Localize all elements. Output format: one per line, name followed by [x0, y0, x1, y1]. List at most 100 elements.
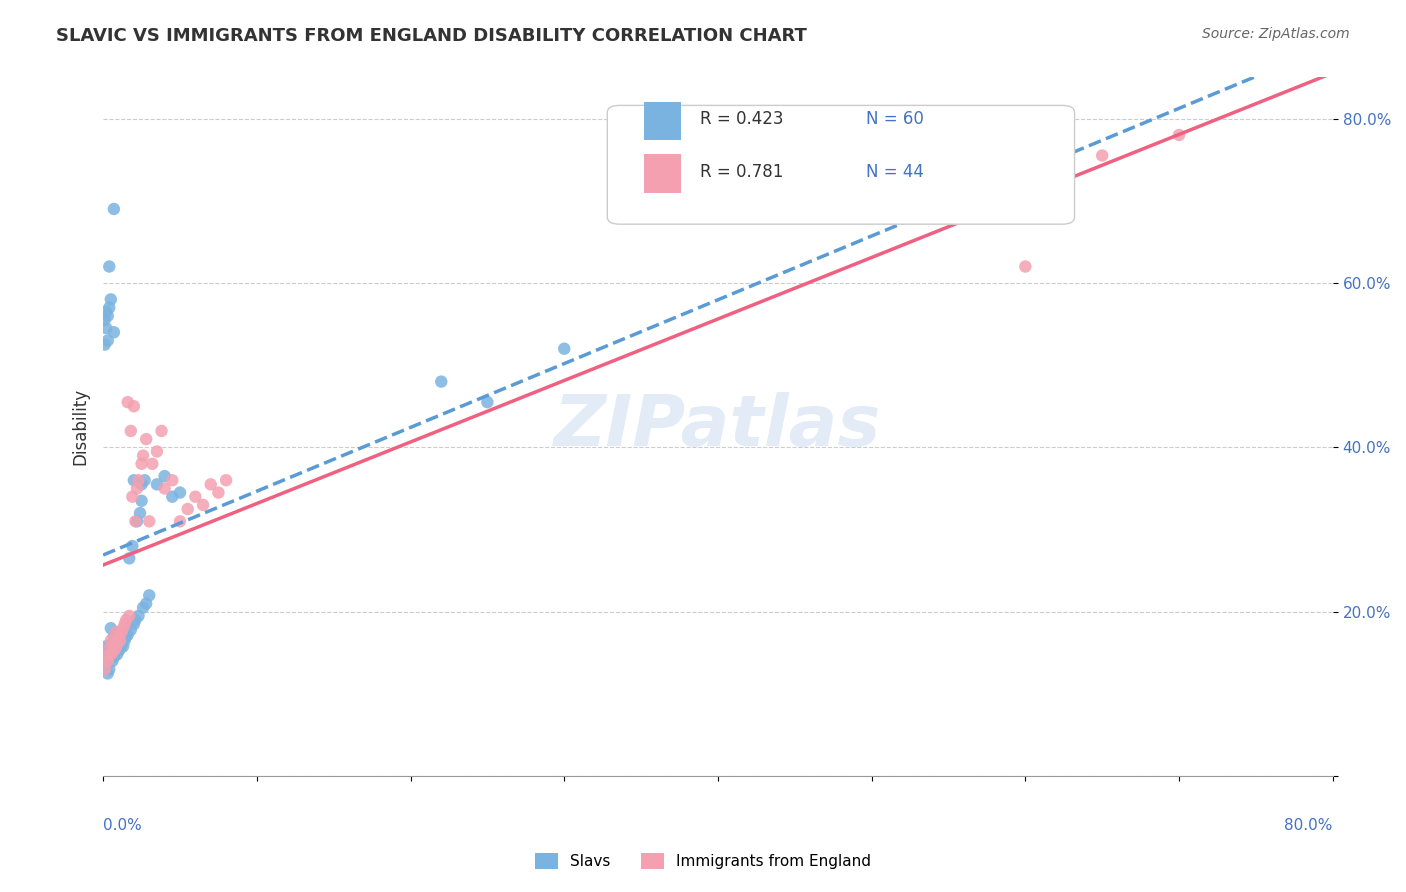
- Point: [103, 202, 125, 216]
- Point: [127, 608, 149, 623]
- Point: [122, 399, 145, 413]
- Point: [125, 514, 148, 528]
- Point: [100, 648, 122, 662]
- Point: [96, 640, 118, 654]
- Point: [118, 551, 141, 566]
- Point: [96, 321, 118, 335]
- Point: [135, 597, 157, 611]
- Point: [124, 514, 146, 528]
- Point: [98, 662, 121, 676]
- Point: [169, 514, 191, 528]
- FancyBboxPatch shape: [644, 154, 681, 193]
- Point: [98, 641, 121, 656]
- Point: [103, 650, 125, 665]
- Point: [104, 636, 127, 650]
- Point: [105, 648, 128, 662]
- Point: [93, 658, 115, 673]
- Point: [105, 625, 128, 640]
- Point: [103, 638, 125, 652]
- Point: [430, 375, 453, 389]
- Text: N = 60: N = 60: [866, 111, 924, 128]
- Point: [215, 473, 238, 487]
- Point: [108, 631, 131, 645]
- Point: [125, 482, 148, 496]
- Point: [98, 641, 121, 656]
- Point: [176, 502, 198, 516]
- Point: [107, 633, 129, 648]
- Text: SLAVIC VS IMMIGRANTS FROM ENGLAND DISABILITY CORRELATION CHART: SLAVIC VS IMMIGRANTS FROM ENGLAND DISABI…: [56, 27, 807, 45]
- Point: [97, 648, 120, 662]
- Point: [98, 260, 121, 274]
- Point: [117, 395, 139, 409]
- Point: [110, 625, 132, 640]
- Point: [114, 633, 136, 648]
- Point: [162, 490, 184, 504]
- Point: [150, 424, 173, 438]
- Point: [100, 633, 122, 648]
- Point: [108, 633, 131, 648]
- Point: [1168, 128, 1191, 142]
- Point: [553, 342, 575, 356]
- Text: R = 0.781: R = 0.781: [700, 162, 783, 181]
- Point: [207, 485, 229, 500]
- Point: [131, 493, 153, 508]
- FancyBboxPatch shape: [607, 105, 1074, 224]
- Point: [115, 613, 138, 627]
- FancyBboxPatch shape: [644, 102, 681, 140]
- Point: [101, 638, 124, 652]
- Point: [110, 638, 132, 652]
- Text: 80.0%: 80.0%: [1285, 818, 1333, 833]
- Point: [96, 650, 118, 665]
- Point: [107, 629, 129, 643]
- Point: [1091, 148, 1114, 162]
- Point: [114, 617, 136, 632]
- Point: [121, 539, 143, 553]
- Point: [97, 654, 120, 668]
- Point: [107, 644, 129, 658]
- Point: [138, 588, 160, 602]
- Point: [93, 313, 115, 327]
- Point: [98, 301, 121, 315]
- Point: [191, 498, 214, 512]
- Point: [100, 621, 122, 635]
- Text: 0.0%: 0.0%: [103, 818, 142, 833]
- Point: [101, 646, 124, 660]
- Point: [122, 617, 145, 632]
- Point: [96, 304, 118, 318]
- Point: [97, 309, 120, 323]
- Point: [101, 654, 124, 668]
- Point: [131, 477, 153, 491]
- Point: [169, 485, 191, 500]
- Point: [117, 628, 139, 642]
- Point: [120, 424, 142, 438]
- Point: [110, 625, 132, 640]
- Point: [105, 638, 128, 652]
- Point: [112, 640, 135, 654]
- Point: [134, 473, 156, 487]
- Point: [100, 638, 122, 652]
- Point: [115, 629, 138, 643]
- Point: [153, 482, 176, 496]
- Point: [121, 490, 143, 504]
- Point: [104, 625, 127, 640]
- Point: [129, 506, 152, 520]
- Point: [104, 641, 127, 656]
- Point: [477, 395, 499, 409]
- Point: [118, 608, 141, 623]
- Point: [103, 629, 125, 643]
- Legend: Slavs, Immigrants from England: Slavs, Immigrants from England: [529, 847, 877, 875]
- Point: [200, 477, 222, 491]
- Point: [108, 641, 131, 656]
- Point: [138, 514, 160, 528]
- Point: [104, 641, 127, 656]
- Point: [122, 473, 145, 487]
- Point: [127, 473, 149, 487]
- Point: [120, 623, 142, 637]
- Text: N = 44: N = 44: [866, 162, 924, 181]
- Point: [103, 326, 125, 340]
- Y-axis label: Disability: Disability: [72, 388, 89, 466]
- Point: [100, 650, 122, 665]
- Point: [153, 469, 176, 483]
- Point: [97, 666, 120, 681]
- Point: [146, 444, 169, 458]
